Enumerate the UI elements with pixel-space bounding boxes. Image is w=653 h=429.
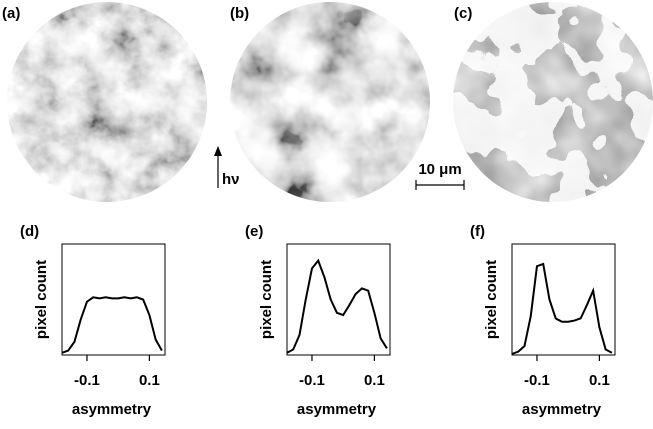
photon-label: hν	[222, 171, 240, 188]
histogram-curve	[511, 262, 613, 355]
plot-frame	[286, 243, 391, 356]
y-axis-label: pixel count	[483, 260, 500, 339]
scale-label: 10 μm	[418, 161, 461, 178]
panel-label: (d)	[20, 223, 39, 240]
x-tick-label: 0.1	[139, 372, 160, 389]
panel-label: (a)	[2, 5, 20, 22]
x-tick-label: 0.1	[589, 372, 610, 389]
x-tick-label: -0.1	[74, 372, 100, 389]
panel-label: (e)	[245, 223, 263, 240]
panel-label: (b)	[230, 5, 249, 22]
micrograph	[230, 2, 430, 202]
x-tick-label: -0.1	[524, 372, 550, 389]
x-tick-label: -0.1	[299, 372, 325, 389]
x-axis-label: asymmetry	[297, 401, 377, 418]
panel-label: (f)	[470, 223, 485, 240]
x-axis-label: asymmetry	[522, 401, 602, 418]
y-axis-label: pixel count	[258, 260, 275, 339]
micrograph	[453, 2, 653, 202]
histogram-curve	[286, 258, 388, 354]
panel-label: (c)	[454, 5, 472, 22]
scale-bar	[415, 180, 465, 190]
plot-frame	[511, 243, 616, 356]
histogram-curve	[61, 296, 163, 354]
x-tick-label: 0.1	[364, 372, 385, 389]
arrow-head	[214, 146, 222, 156]
x-axis-label: asymmetry	[72, 401, 152, 418]
micrograph	[7, 2, 207, 202]
plot-frame	[61, 243, 166, 356]
y-axis-label: pixel count	[33, 260, 50, 339]
